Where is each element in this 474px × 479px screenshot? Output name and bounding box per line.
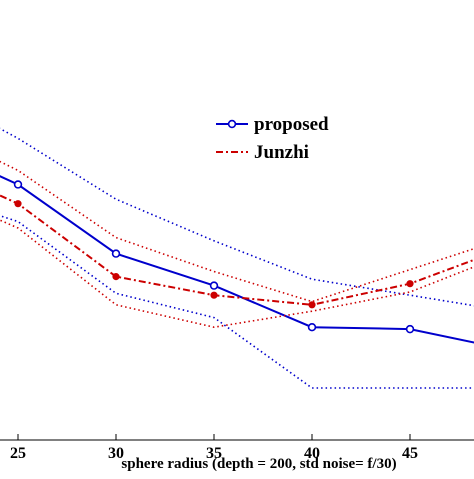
- x-axis-title: sphere radius (depth = 200, std noise= f…: [121, 456, 396, 472]
- data-point: [14, 200, 22, 208]
- x-tick-label: 45: [402, 445, 418, 462]
- x-tick-label: 30: [108, 445, 124, 462]
- data-point: [210, 291, 218, 299]
- x-tick-label: 40: [304, 445, 320, 462]
- legend: proposed Junzhi: [209, 103, 353, 165]
- legend-label: proposed: [254, 114, 329, 135]
- data-point: [405, 324, 415, 334]
- data-point: [112, 273, 120, 281]
- data-point: [13, 180, 23, 189]
- legend-label: Junzhi: [254, 142, 309, 163]
- series-line: [0, 214, 474, 389]
- data-point: [308, 301, 316, 309]
- data-point: [406, 280, 414, 288]
- series-line: [0, 175, 474, 344]
- legend-box: [209, 103, 353, 165]
- series-line: [0, 194, 474, 306]
- series-line: [0, 127, 474, 307]
- x-axis: 25 30 35 40 45: [0, 434, 474, 462]
- x-tick-label: 35: [206, 445, 222, 462]
- data-point: [307, 323, 317, 332]
- data-point: [111, 249, 121, 258]
- series-line: [0, 219, 474, 329]
- x-tick-label: 25: [10, 445, 26, 462]
- legend-marker: [227, 119, 237, 129]
- plot-area: [0, 127, 474, 389]
- data-point: [209, 281, 219, 290]
